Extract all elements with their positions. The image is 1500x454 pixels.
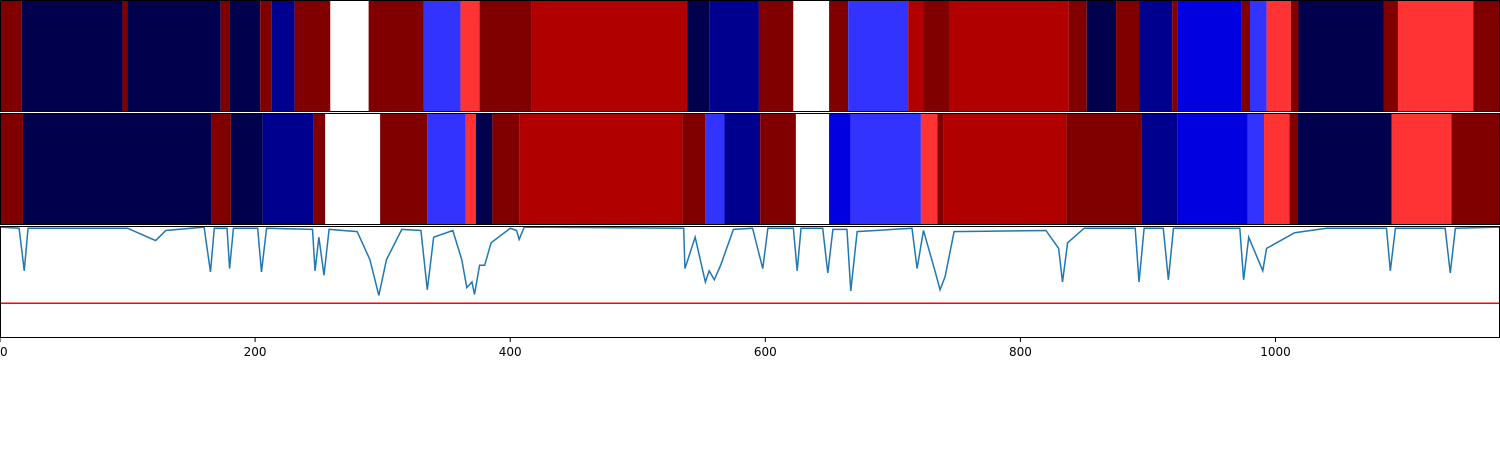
segment [1383,0,1398,112]
segment [313,113,326,225]
segment [330,0,369,112]
segment [908,0,924,112]
x-tick-label: 200 [244,345,267,359]
segment [230,113,263,225]
segment [1297,113,1392,225]
segment [1451,113,1500,225]
signal-line [0,226,1500,296]
segment [1290,0,1299,112]
segment [21,0,123,112]
x-tick-label: 400 [499,345,522,359]
segment [1266,0,1291,112]
segment [229,0,261,112]
segment [122,0,128,112]
segment [1298,0,1384,112]
segment [460,0,480,112]
segment [920,113,938,225]
segment [1172,0,1178,112]
segment [793,0,830,112]
segment [294,0,331,112]
segment [1068,0,1087,112]
x-tick-label: 800 [1009,345,1032,359]
segment [705,113,725,225]
segment [0,113,23,225]
segment [211,113,231,225]
segment [262,113,314,225]
segment [1086,0,1117,112]
segment [1264,113,1290,225]
segment [829,113,851,225]
segment [760,113,796,225]
segment [475,113,493,225]
segment [709,0,759,112]
x-tick-label: 0 [0,345,8,359]
segment [0,0,22,112]
segment [937,113,944,225]
segment [479,0,532,112]
segment [271,0,295,112]
segment [943,113,1067,225]
segment [1473,0,1500,112]
segment [848,0,909,112]
segment [687,0,710,112]
segment [682,113,706,225]
segment [923,0,949,112]
segment [531,0,688,112]
segment [427,113,466,225]
segment [850,113,921,225]
segment [724,113,761,225]
segment [829,0,849,112]
segment [220,0,230,112]
x-tick-label: 1000 [1260,345,1291,359]
segment [1141,113,1178,225]
segment [519,113,683,225]
segment [22,113,212,225]
segment [1066,113,1142,225]
segment [1247,113,1265,225]
segment [1241,0,1250,112]
segment [1177,113,1248,225]
x-tick-label: 600 [754,345,777,359]
segment [368,0,424,112]
segment [1391,113,1452,225]
segment [325,113,381,225]
segment [380,113,428,225]
segment [127,0,221,112]
segment [260,0,272,112]
segment [1250,0,1267,112]
segment [1177,0,1242,112]
segment [465,113,476,225]
segment [1289,113,1298,225]
segment [1397,0,1474,112]
segment [423,0,461,112]
segment [1116,0,1140,112]
segment [492,113,520,225]
segment [948,0,1069,112]
segment [1139,0,1173,112]
segment [795,113,830,225]
segment [758,0,794,112]
